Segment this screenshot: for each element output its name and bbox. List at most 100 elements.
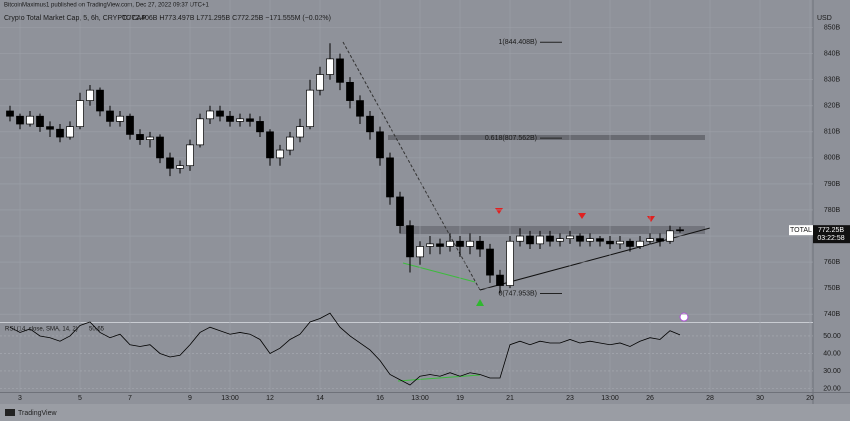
fib-label: 0.618(807.562B) (485, 135, 537, 142)
candle-body (426, 243, 434, 247)
arrow-down (578, 213, 586, 219)
resistance-zone (388, 135, 705, 140)
candle-body (26, 115, 34, 125)
candle-body (516, 235, 524, 242)
y-tick-label: 30.00 (823, 368, 841, 375)
candle-body (566, 235, 574, 239)
candle-body (256, 121, 264, 133)
candle-body (466, 240, 474, 247)
candle-body (476, 240, 484, 250)
candle-body (146, 136, 154, 140)
candle-body (666, 230, 674, 242)
ohlc-info: O772.406B H773.497B L771.295B C772.25B −… (122, 15, 331, 22)
x-tick-label: 13:00 (411, 395, 429, 402)
y-tick-label: 850B (824, 24, 841, 31)
candle-body (76, 100, 84, 127)
divergence-price (402, 262, 476, 283)
x-tick-label: 9 (188, 395, 192, 402)
arrow-down (495, 208, 503, 214)
header: BitcoinMaximus1 published on TradingView… (4, 3, 210, 9)
candle-body (156, 136, 164, 159)
x-tick-label: 12 (266, 395, 274, 402)
y-tick-label: 800B (824, 155, 841, 162)
symbol-box (789, 225, 813, 236)
candle-body (626, 240, 634, 247)
candle-body (196, 118, 204, 146)
symbol-label: TOTAL (790, 227, 812, 234)
plot-bg (0, 0, 813, 404)
footer-bg (0, 404, 850, 421)
event-icon (679, 312, 689, 322)
support-zone (400, 226, 705, 234)
y-tick-label: 740B (824, 311, 841, 318)
candle-body (296, 126, 304, 138)
candle-body (346, 81, 354, 101)
x-tick-label: 19 (456, 395, 464, 402)
candle-body (656, 238, 664, 242)
candle-body (136, 134, 144, 140)
x-tick-label: 28 (706, 395, 714, 402)
currency: USD (817, 15, 832, 22)
candle-body (66, 126, 74, 138)
candle-body (126, 115, 134, 135)
candle-body (646, 238, 654, 242)
x-tick-label: 3 (18, 395, 22, 402)
candle-body (486, 248, 494, 276)
candle-body (446, 240, 454, 247)
y-tick-label: 50.00 (823, 333, 841, 340)
candle-body (556, 238, 564, 242)
candle-body (406, 225, 414, 258)
brand: TradingView (18, 410, 57, 417)
candle-body (456, 240, 464, 247)
candle-body (436, 243, 444, 247)
x-tick-label: 13:00 (221, 395, 239, 402)
x-tick-label: 5 (78, 395, 82, 402)
candle-body (676, 229, 684, 232)
candle-body (396, 196, 404, 226)
candle-body (6, 110, 14, 117)
rsi-line (9, 312, 681, 386)
countdown: 03:22:58 (817, 235, 844, 242)
rsi-title: RSI (14, close, SMA, 14, 2) (5, 327, 78, 333)
x-tick-label: 13:00 (601, 395, 619, 402)
candle-body (336, 58, 344, 83)
candle-body (96, 89, 104, 112)
y-tick-label: 830B (824, 77, 841, 84)
candle-body (186, 144, 194, 167)
candle-body (316, 74, 324, 91)
candle-body (416, 246, 424, 258)
candle-body (16, 115, 24, 125)
y-tick-label: 820B (824, 103, 841, 110)
divergence-rsi (397, 374, 481, 382)
candle-body (546, 235, 554, 242)
y-tick-label: 750B (824, 285, 841, 292)
candle-body (226, 115, 234, 122)
candle-body (166, 157, 174, 169)
candle-body (326, 58, 334, 75)
y-tick-label: 20.00 (823, 385, 841, 392)
x-tick-label: 30 (756, 395, 764, 402)
candle-body (606, 240, 614, 245)
y-tick-label: 40.00 (823, 350, 841, 357)
candle-body (496, 274, 504, 286)
candle-body (616, 240, 624, 245)
candle-body (306, 89, 314, 127)
candle-body (636, 240, 644, 247)
candle-body (366, 115, 374, 133)
brand-logo (5, 409, 15, 416)
x-tick-label: 23 (566, 395, 574, 402)
candle-body (246, 118, 254, 122)
candle-body (596, 238, 604, 242)
arrow-down (647, 216, 655, 222)
x-tick-label: 7 (128, 395, 132, 402)
fib-label: 0(747.953B) (498, 290, 537, 297)
y-tick-label: 760B (824, 259, 841, 266)
candle-body (536, 235, 544, 245)
y-tick-label: 780B (824, 207, 841, 214)
candle-body (526, 235, 534, 245)
candle-body (116, 115, 124, 122)
candle-body (206, 110, 214, 120)
candle-body (236, 118, 244, 122)
